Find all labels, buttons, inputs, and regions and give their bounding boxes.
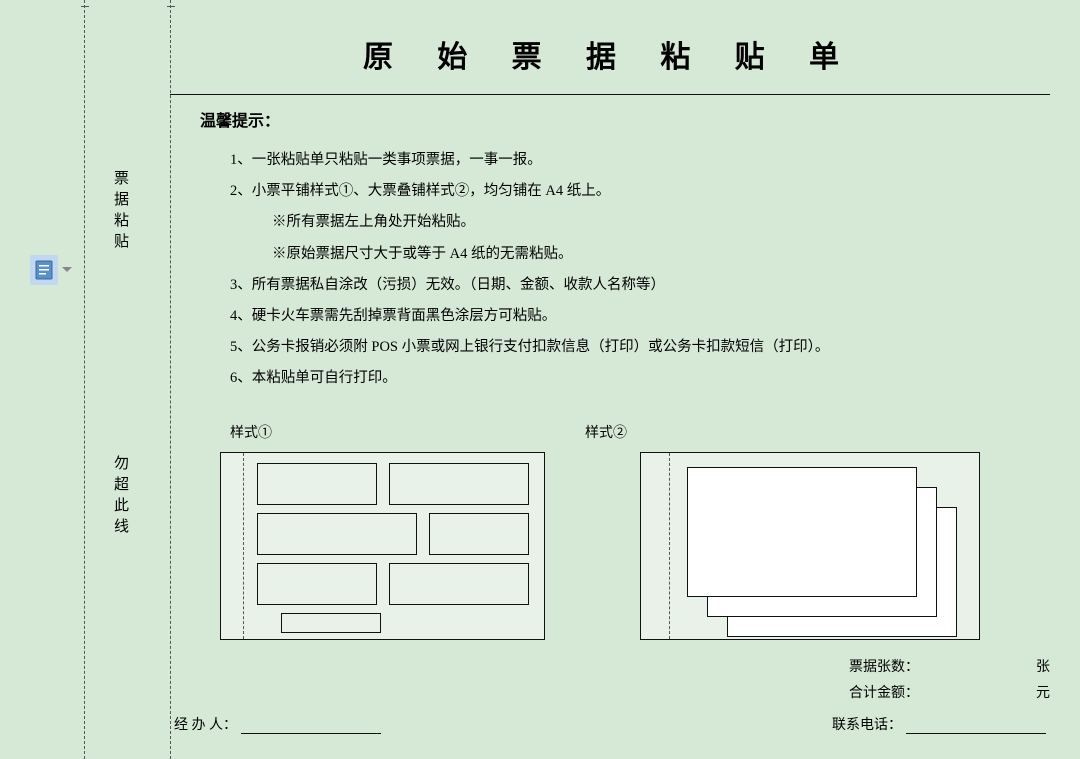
title-rule — [170, 94, 1050, 95]
phone-label: 联系电话： — [832, 714, 902, 734]
tip-2b: ※原始票据尺寸大于或等于 A4 纸的无需粘贴。 — [272, 239, 1050, 270]
handler-label: 经 办 人： — [174, 714, 237, 734]
phone-blank — [906, 718, 1046, 734]
count-unit: 张 — [996, 656, 1050, 676]
side-label-limit: 勿超此线 — [110, 455, 131, 539]
style1-margin-line — [243, 453, 244, 639]
style1-slot — [281, 613, 381, 633]
chevron-down-icon[interactable] — [62, 267, 72, 272]
tip-3: 3、所有票据私自涂改（污损）无效。（日期、金额、收款人名称等） — [230, 270, 1050, 301]
tip-1: 1、一张粘贴单只粘贴一类事项票据，一事一报。 — [230, 145, 1050, 176]
footer-fields: 票据张数： 张 合计金额： 元 经 办 人： 联系电话： — [170, 650, 1050, 734]
doc-page-icon[interactable] — [30, 255, 58, 285]
sample-label-1: 样式① — [230, 422, 272, 442]
sample-label-2: 样式② — [585, 422, 627, 442]
tips-list: 1、一张粘贴单只粘贴一类事项票据，一事一报。 2、小票平铺样式①、大票叠铺样式②… — [230, 145, 1050, 394]
document-body: 原 始 票 据 粘 贴 单 温馨提示： 1、一张粘贴单只粘贴一类事项票据，一事一… — [170, 0, 1050, 422]
tip-2: 2、小票平铺样式①、大票叠铺样式②，均匀铺在 A4 纸上。 — [230, 176, 1050, 207]
style1-slot — [429, 513, 529, 555]
style1-slot — [389, 563, 529, 605]
amount-label: 合计金额： — [849, 682, 919, 702]
handler-blank — [241, 718, 381, 734]
tip-5: 5、公务卡报销必须附 POS 小票或网上银行支付扣款信息（打印）或公务卡扣款短信… — [230, 332, 1050, 363]
style1-frame — [220, 452, 545, 640]
style2-sheet — [687, 467, 917, 597]
tip-2a: ※所有票据左上角处开始粘贴。 — [272, 207, 1050, 238]
count-label: 票据张数： — [849, 656, 919, 676]
amount-unit: 元 — [996, 682, 1050, 702]
style1-slot — [257, 563, 377, 605]
style1-slot — [389, 463, 529, 505]
tip-6: 6、本粘贴单可自行打印。 — [230, 363, 1050, 394]
style2-margin-line — [669, 453, 670, 639]
style1-slot — [257, 463, 377, 505]
tip-4: 4、硬卡火车票需先刮掉票背面黑色涂层方可粘贴。 — [230, 301, 1050, 332]
style2-frame — [640, 452, 980, 640]
page-title: 原 始 票 据 粘 贴 单 — [170, 0, 1050, 94]
side-label-paste: 票据粘贴 — [110, 170, 131, 254]
guide-line-1 — [84, 0, 85, 759]
tips-heading: 温馨提示： — [200, 107, 1050, 131]
style1-slot — [257, 513, 417, 555]
